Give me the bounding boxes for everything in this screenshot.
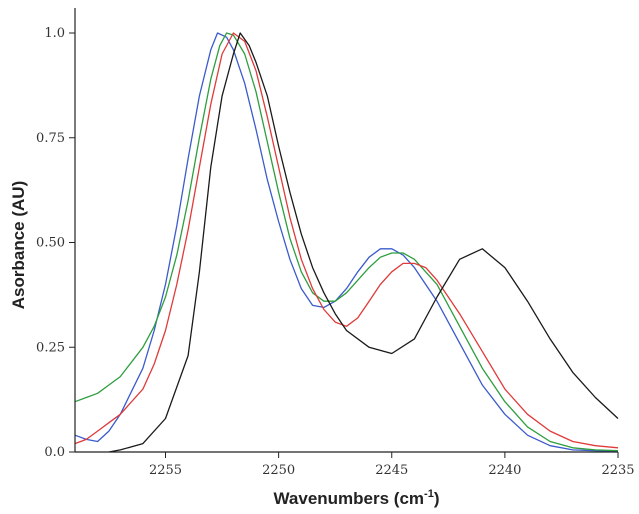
series-line-3 xyxy=(74,32,619,449)
x-axis-title-suffix: ) xyxy=(434,489,440,508)
x-tick-label: 2255 xyxy=(149,463,182,478)
y-tick-label: 0.75 xyxy=(36,131,65,146)
x-axis-title-superscript: -1 xyxy=(424,488,434,500)
x-axis-title: Wavenumbers (cm-1) xyxy=(274,488,440,508)
axes xyxy=(74,8,618,453)
series-line-1 xyxy=(74,32,619,452)
y-tick-label: 0.50 xyxy=(36,236,65,251)
x-tick-label: 2250 xyxy=(262,463,295,478)
series-line-2 xyxy=(74,32,619,452)
series-line-4 xyxy=(108,32,619,453)
ticks: 0.0 0.25 0.50 0.75 1.0 2255 2250 2245 2240 2235 xyxy=(36,26,635,478)
y-tick-label: 1.0 xyxy=(44,26,65,41)
y-tick-label: 0.25 xyxy=(36,340,65,355)
x-tick-label: 2240 xyxy=(488,463,521,478)
y-axis-title: Asorbance (AU) xyxy=(9,181,28,309)
x-tick-label: 2245 xyxy=(375,463,408,478)
x-tick-label: 2235 xyxy=(601,463,634,478)
y-tick-label: 0.0 xyxy=(44,445,65,460)
x-axis-title-main: Wavenumbers (cm xyxy=(274,489,425,508)
series-layer xyxy=(74,32,619,453)
